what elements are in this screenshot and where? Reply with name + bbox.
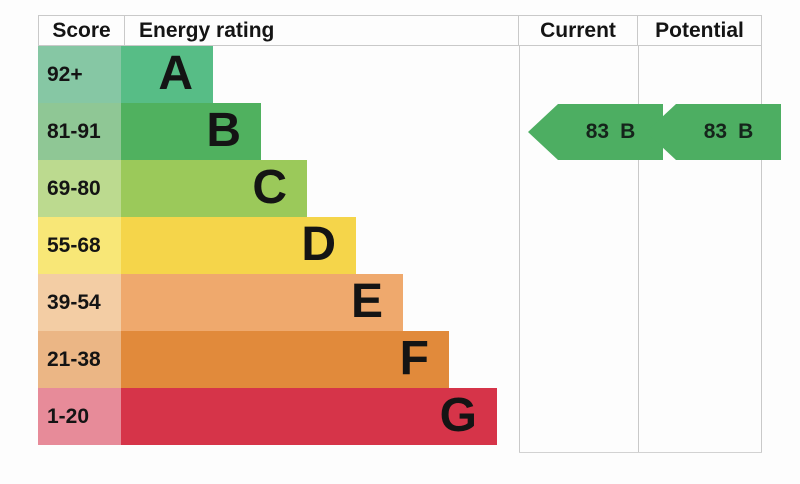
potential-rating-arrow: 83 B <box>646 104 781 160</box>
band-bar: E <box>121 274 403 331</box>
table-bottom-border <box>519 452 762 453</box>
column-divider-current <box>519 46 520 453</box>
band-letter: B <box>206 103 241 157</box>
column-header-energy-rating: Energy rating <box>124 16 518 45</box>
band-letter: A <box>158 46 193 100</box>
band-score-range: 92+ <box>38 46 121 103</box>
band-score-range: 21-38 <box>38 331 121 388</box>
column-header-potential: Potential <box>637 16 761 45</box>
band-bar: D <box>121 217 356 274</box>
column-header-current: Current <box>518 16 637 45</box>
band-score-range: 81-91 <box>38 103 121 160</box>
current-rating-letter: B <box>620 120 636 143</box>
band-bar: B <box>121 103 261 160</box>
band-letter: G <box>439 388 477 442</box>
band-row: 39-54 E <box>38 274 497 331</box>
potential-rating-letter: B <box>738 120 754 143</box>
band-row: 69-80 C <box>38 160 497 217</box>
table-header-row: Score Energy rating Current Potential <box>38 15 762 46</box>
band-row: 55-68 D <box>38 217 497 274</box>
band-score-range: 69-80 <box>38 160 121 217</box>
potential-score-value: 83 <box>703 120 728 143</box>
table-right-border <box>761 46 762 453</box>
band-bar: F <box>121 331 449 388</box>
band-letter: F <box>399 331 429 385</box>
band-score-range: 55-68 <box>38 217 121 274</box>
band-bar: C <box>121 160 307 217</box>
band-score-range: 39-54 <box>38 274 121 331</box>
band-letter: C <box>252 160 287 214</box>
band-row: 1-20 G <box>38 388 497 445</box>
band-letter: E <box>350 274 383 328</box>
band-row: 81-91 B <box>38 103 497 160</box>
band-row: 92+ A <box>38 46 497 103</box>
column-divider-potential <box>638 46 639 453</box>
current-score-value: 83 <box>585 120 610 143</box>
energy-bands: 92+ A 81-91 B 69-80 C 55-68 D 39-54 E 21-38 F 1-20 G <box>38 46 497 445</box>
current-rating-arrow: 83 B <box>528 104 663 160</box>
band-bar: A <box>121 46 213 103</box>
band-letter: D <box>301 217 336 271</box>
band-bar: G <box>121 388 497 445</box>
column-header-score: Score <box>52 19 111 42</box>
band-score-range: 1-20 <box>38 388 121 445</box>
band-row: 21-38 F <box>38 331 497 388</box>
